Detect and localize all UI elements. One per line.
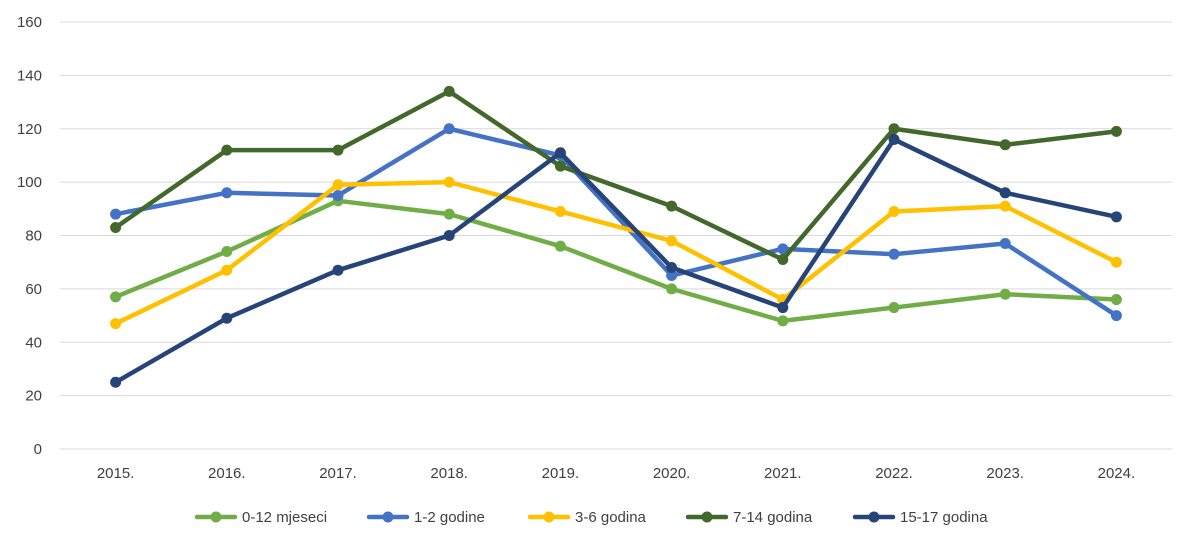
legend-point-marker <box>701 511 713 523</box>
data-point <box>999 139 1011 151</box>
series-line <box>113 89 1119 262</box>
data-point <box>666 235 678 247</box>
data-point <box>110 318 122 330</box>
x-tick-label: 2016. <box>208 465 246 482</box>
data-point <box>332 264 344 276</box>
data-point <box>221 246 233 258</box>
gridlines <box>60 21 1172 450</box>
data-point <box>554 205 566 217</box>
legend-point-marker <box>543 511 555 523</box>
data-point <box>1110 256 1122 268</box>
legend-item: 3-6 godina <box>527 509 647 526</box>
legend-item: 0-12 mjeseci <box>194 509 327 526</box>
series-line <box>113 126 1119 318</box>
x-tick-label: 2015. <box>97 465 135 482</box>
data-point <box>443 208 455 220</box>
data-point <box>443 176 455 188</box>
legend-item: 7-14 godina <box>685 509 813 526</box>
series-4 <box>110 133 1122 388</box>
y-tick-label: 120 <box>17 121 42 138</box>
data-point <box>888 302 900 314</box>
data-point <box>777 302 789 314</box>
y-tick-label: 160 <box>17 14 42 31</box>
data-point <box>666 262 678 274</box>
data-point <box>999 288 1011 300</box>
x-tick-label: 2022. <box>875 465 913 482</box>
data-point <box>221 312 233 324</box>
legend: 0-12 mjeseci 1-2 godine 3-6 godina 7-14 god… <box>194 509 988 526</box>
y-tick-label: 20 <box>25 388 42 405</box>
y-tick-label: 80 <box>25 228 42 245</box>
data-point <box>777 254 789 266</box>
data-point <box>110 376 122 388</box>
data-point <box>1110 125 1122 137</box>
legend-label: 7-14 godina <box>733 509 813 526</box>
legend-label: 0-12 mjeseci <box>242 509 327 526</box>
data-point <box>443 230 455 241</box>
y-tick-label: 100 <box>17 174 42 191</box>
data-point <box>554 160 566 172</box>
legend-label: 15-17 godina <box>900 509 988 526</box>
x-tick-label: 2018. <box>430 465 468 482</box>
x-axis-tick-labels: 2015. 2016. 2017. 2018. 2019. 2020. 2021. 2022.… <box>97 465 1135 482</box>
data-point <box>666 283 678 295</box>
data-point <box>777 243 789 255</box>
legend-point-marker <box>382 511 394 523</box>
data-point <box>888 133 900 145</box>
data-point <box>221 264 233 276</box>
legend-item: 15-17 godina <box>852 509 988 526</box>
data-point <box>1110 310 1122 322</box>
data-point <box>110 221 122 233</box>
y-tick-label: 40 <box>25 334 42 351</box>
data-point <box>666 200 678 212</box>
data-point <box>1110 294 1122 306</box>
data-point <box>888 205 900 217</box>
legend-label: 1-2 godine <box>414 509 485 526</box>
data-point <box>332 189 344 201</box>
series-3 <box>110 85 1122 266</box>
y-tick-label: 140 <box>17 67 42 84</box>
x-tick-label: 2021. <box>764 465 802 482</box>
data-point <box>777 315 789 327</box>
data-point <box>999 200 1011 212</box>
series-line <box>113 137 1119 385</box>
legend-item: 1-2 godine <box>366 509 485 526</box>
series-2 <box>110 176 1122 330</box>
data-point <box>999 238 1011 250</box>
data-point <box>221 187 233 199</box>
data-point <box>1110 211 1122 223</box>
data-point <box>332 179 344 191</box>
y-tick-label: 60 <box>25 281 42 298</box>
data-point <box>554 147 566 159</box>
series-line <box>113 179 1119 326</box>
data-point <box>888 248 900 260</box>
x-tick-label: 2019. <box>542 465 580 482</box>
legend-point-marker <box>210 511 222 523</box>
y-tick-label: 0 <box>34 441 42 458</box>
series-group <box>110 85 1122 388</box>
data-point <box>221 144 233 156</box>
data-point <box>666 270 678 282</box>
data-point <box>888 123 900 135</box>
x-tick-label: 2023. <box>986 465 1024 482</box>
data-point <box>999 187 1011 199</box>
x-tick-label: 2024. <box>1098 465 1136 482</box>
legend-label: 3-6 godina <box>575 509 647 526</box>
y-axis-tick-labels: 0 20 40 60 80 100 120 140 160 <box>17 14 42 458</box>
data-point <box>110 291 122 303</box>
data-point <box>332 144 344 156</box>
x-tick-label: 2017. <box>319 465 357 482</box>
x-tick-label: 2020. <box>653 465 691 482</box>
data-point <box>443 85 455 97</box>
data-point <box>554 240 566 252</box>
legend-point-marker <box>868 511 880 523</box>
series-1 <box>110 123 1122 322</box>
data-point <box>110 208 122 220</box>
data-point <box>443 123 455 135</box>
